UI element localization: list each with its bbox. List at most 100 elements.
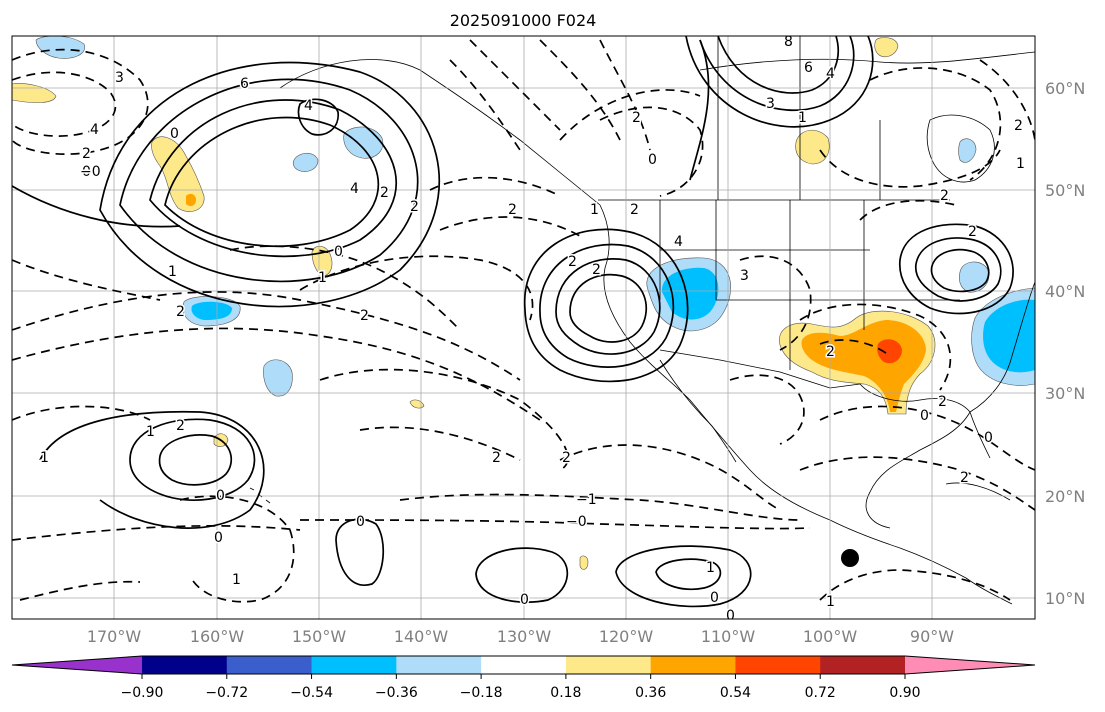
latitude-labels: 60°N 50°N 40°N 30°N 20°N 10°N <box>1045 79 1085 608</box>
shade-gulf-alaska <box>343 126 384 159</box>
shade-pacific-east-mid <box>191 301 232 320</box>
contour-neg-pacific-6 <box>12 405 151 421</box>
longitude-tick-label: 150°W <box>292 627 347 646</box>
contour-high-pacific-2 <box>164 116 379 248</box>
contour-neg-pacific-4 <box>319 368 569 471</box>
longitude-tick-label: 90°W <box>910 627 954 646</box>
contour-label: 0 <box>648 152 657 168</box>
contour-neg-central-1 <box>559 444 781 511</box>
contour-label: 2 <box>360 308 369 324</box>
contour-neg-canada-6 <box>979 59 1035 141</box>
contour-label: −0 <box>566 514 587 530</box>
latitude-tick-label: 40°N <box>1045 282 1085 301</box>
contour-neg-canada-5 <box>859 199 961 221</box>
contour-label: 3 <box>740 268 749 284</box>
border-us-mexico <box>659 349 861 389</box>
coast-gulf-of-mexico <box>859 383 971 529</box>
contour-label: 1 <box>40 450 49 466</box>
longitude-tick-label: 120°W <box>599 627 654 646</box>
contour-west-coast-3 <box>555 258 661 355</box>
coastline-layer <box>249 36 1035 605</box>
contour-label: 1 <box>1016 156 1025 172</box>
coast-us-east <box>969 281 1035 413</box>
contour-label: 2 <box>968 224 977 240</box>
contour-neg-pacific-2 <box>12 327 541 421</box>
map-title: 2025091000 F024 <box>450 11 597 30</box>
contour-neg-canada-4 <box>819 149 1001 188</box>
colorbar-segment <box>820 656 906 674</box>
contour-canada-high-2 <box>717 36 840 94</box>
contour-label: 0 <box>170 126 179 142</box>
gridline-layer <box>12 36 1035 619</box>
contour-greatlakes-1 <box>898 223 1014 315</box>
contour-zero-east <box>689 39 710 181</box>
contour-neg-subtrop-2 <box>12 259 161 301</box>
contour-neg-west-3 <box>539 39 621 141</box>
contour-label: 0 <box>216 488 225 504</box>
contour-west-coast-2 <box>539 243 675 368</box>
shade-small-warm-1 <box>409 399 425 409</box>
colorbar-segment <box>226 656 313 674</box>
colorbar-extend-low <box>12 656 142 674</box>
coast-arctic <box>699 51 1035 71</box>
longitude-tick-label: 110°W <box>701 627 756 646</box>
contour-west-coast-4 <box>569 273 647 343</box>
colorbar-segment <box>650 656 736 674</box>
contour-label: 3 <box>115 70 124 86</box>
contour-label: 1 <box>318 270 327 286</box>
contour-label: 2 <box>410 199 419 215</box>
coast-cuba <box>945 482 1011 501</box>
colorbar-tick-label: 0.72 <box>805 685 836 701</box>
contour-label: 0 <box>710 590 719 606</box>
contour-tropical-high-5 <box>615 545 752 608</box>
colorbar-tick-label: −0.36 <box>375 685 418 701</box>
contour-high-pacific-3 <box>119 78 419 283</box>
contour-neg-central-4 <box>12 525 301 541</box>
colorbar-segment <box>311 656 397 674</box>
coast-florida <box>969 411 991 459</box>
longitude-tick-label: 140°W <box>394 627 449 646</box>
shade-pacific-warm-1b <box>186 193 196 207</box>
location-marker <box>841 549 859 567</box>
contour-label: 2 <box>630 202 639 218</box>
contour-neg-subtrop-1 <box>229 245 461 331</box>
contour-neg-alaska-1 <box>429 176 561 197</box>
colorbar-extend-high <box>905 656 1035 674</box>
coast-central-america <box>899 547 1013 605</box>
contour-west-coast-1 <box>523 228 689 383</box>
contour-label: 4 <box>350 181 359 197</box>
colorbar: −0.90 −0.72 −0.54 −0.36 −0.18 0.18 0.36 0.54 0.7… <box>11 655 1036 701</box>
contour-label: 2 <box>380 185 389 201</box>
coast-alaska <box>279 59 601 206</box>
contour-neg-canada-1 <box>599 106 704 197</box>
shade-canada-warm-top <box>874 37 899 58</box>
contour-label: 1 <box>706 560 715 576</box>
contour-neg-tropical-2 <box>19 580 141 601</box>
contour-label: 2 <box>568 254 577 270</box>
contour-label: 2 <box>508 202 517 218</box>
contour-label: 2 <box>1014 118 1023 134</box>
contour-neg-canada-3 <box>869 67 1002 181</box>
contour-tropical-high-4 <box>475 547 569 603</box>
contour-tropical-high-1 <box>129 418 256 501</box>
colorbar-tick-label: 0.90 <box>889 685 920 701</box>
contour-label: 0 <box>984 430 993 446</box>
contour-label: 1 <box>146 424 155 440</box>
contour-label: 3 <box>766 96 775 112</box>
contour-layer <box>12 36 1035 608</box>
contour-greatlakes-2 <box>914 237 1002 302</box>
contour-label: 2 <box>82 146 91 162</box>
contour-label: 1 <box>798 110 807 126</box>
contour-label: 1 <box>590 202 599 218</box>
contour-label: 2 <box>492 450 501 466</box>
contour-neg-west-4 <box>599 39 651 151</box>
contour-neg-plains-2 <box>729 374 805 445</box>
contour-canada-high-1 <box>699 36 855 112</box>
contour-neg-plains-3 <box>799 303 952 391</box>
contour-neg-pacific-5 <box>359 426 521 461</box>
contour-label: 0 <box>334 244 343 260</box>
contour-tropical-high-3 <box>39 410 265 529</box>
latitude-tick-label: 50°N <box>1045 181 1085 200</box>
contour-tropical-high-2 <box>158 434 233 486</box>
